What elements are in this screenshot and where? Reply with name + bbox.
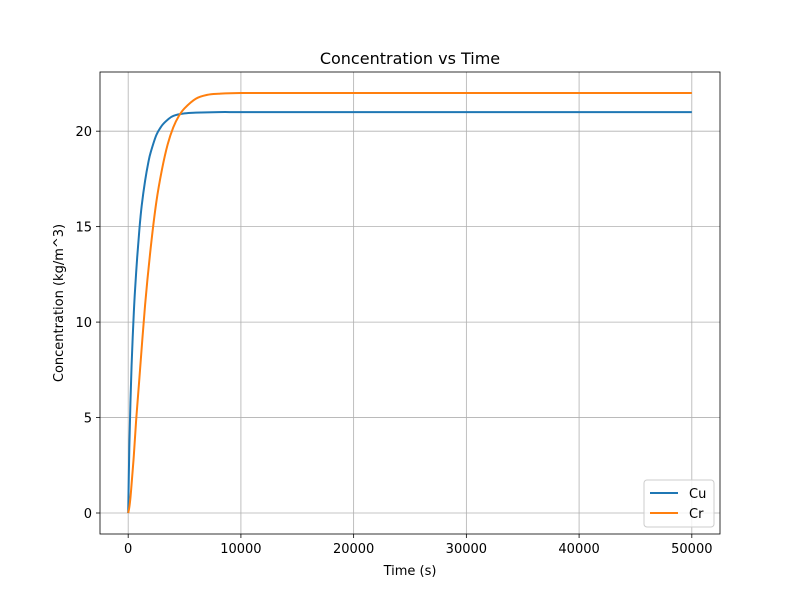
x-tick-label: 0 <box>124 542 132 557</box>
y-axis: 0 5 10 15 20 <box>75 125 100 522</box>
y-tick-label: 15 <box>75 221 92 236</box>
x-tick-label: 50000 <box>671 542 712 557</box>
x-tick-label: 10000 <box>220 542 261 557</box>
x-axis: 0 10000 20000 30000 40000 50000 <box>124 534 712 557</box>
x-tick-label: 20000 <box>333 542 374 557</box>
y-tick-label: 10 <box>75 316 92 331</box>
y-tick-label: 20 <box>75 125 92 140</box>
x-tick-label: 30000 <box>446 542 487 557</box>
plot-area <box>100 72 720 534</box>
series-line-cu <box>127 111 692 514</box>
x-axis-label: Time (s) <box>383 564 437 579</box>
y-tick-label: 0 <box>84 507 92 522</box>
y-axis-label: Concentration (kg/m^3) <box>52 224 67 382</box>
y-tick-label: 5 <box>84 412 92 427</box>
series-layer <box>127 91 692 514</box>
legend: Cu Cr <box>643 479 715 528</box>
legend-box <box>643 479 715 528</box>
axes-frame <box>99 71 721 535</box>
chart-title: Concentration vs Time <box>320 49 500 68</box>
legend-label-cr: Cr <box>689 507 704 522</box>
grid <box>100 72 720 534</box>
series-line-cr <box>127 91 692 514</box>
legend-label-cu: Cu <box>689 487 706 502</box>
x-tick-label: 40000 <box>558 542 599 557</box>
